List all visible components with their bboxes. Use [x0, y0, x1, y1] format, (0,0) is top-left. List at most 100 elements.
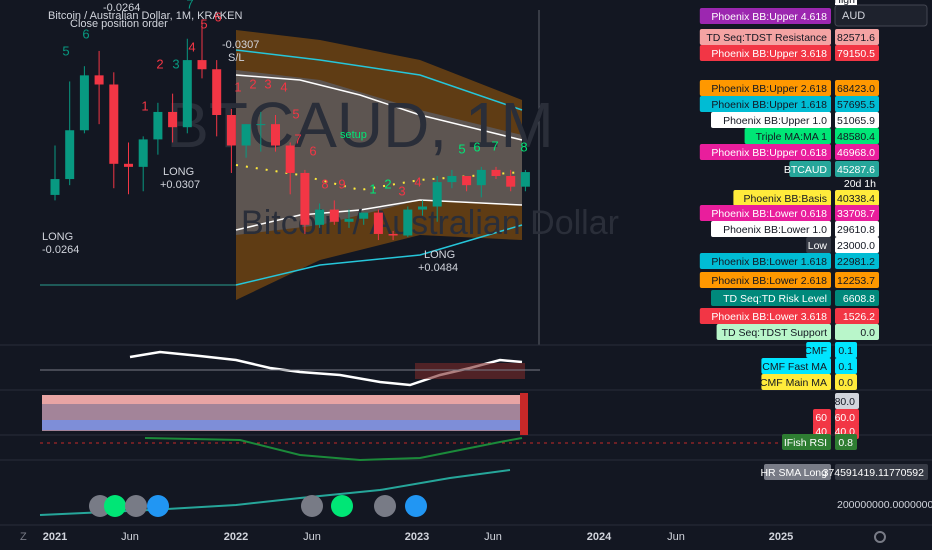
- indicator-value-bg: [835, 342, 857, 358]
- price-value-bg: [835, 272, 879, 288]
- price-label-bg: [716, 324, 831, 340]
- x-tick-label: 2024: [587, 531, 612, 543]
- candle-body: [418, 206, 427, 210]
- candle-body: [476, 169, 486, 186]
- price-label-bg: [699, 80, 831, 96]
- band-line: [235, 199, 523, 231]
- td-count: 9: [338, 176, 345, 191]
- price-value-bg: [835, 205, 879, 221]
- td-count: 2: [249, 76, 256, 91]
- candle-body: [109, 84, 119, 164]
- x-tick-label: Jun: [484, 531, 502, 543]
- candle-body: [197, 60, 207, 70]
- td-count: 6: [82, 26, 89, 41]
- price-value: 79150.5: [837, 48, 875, 60]
- indicator-label: CMF: [804, 345, 827, 357]
- band-line: [235, 224, 523, 286]
- x-tick-label: Jun: [121, 531, 139, 543]
- dot: [104, 495, 126, 517]
- price-value: 29610.8: [837, 224, 875, 236]
- candle-body: [256, 124, 266, 126]
- candle-body: [124, 163, 133, 167]
- dot: [405, 495, 427, 517]
- x-tick-label: Jun: [303, 531, 321, 543]
- price-label-bg: [699, 205, 831, 221]
- price-value: 45287.6: [837, 164, 875, 176]
- td-count: 5: [292, 106, 299, 121]
- indicator-label: CMF Main MA: [760, 377, 827, 389]
- td-count: 7: [186, 0, 193, 11]
- td-count: 6: [214, 9, 221, 24]
- ifish-label-bg: [782, 434, 831, 450]
- candle-body: [520, 172, 530, 187]
- price-label-bg: [699, 45, 831, 61]
- price-value-bg: [835, 45, 879, 61]
- price-label: Low: [808, 240, 828, 252]
- price-label-bg: [699, 308, 831, 324]
- td-count: 2: [156, 56, 163, 71]
- candle-body: [300, 172, 310, 225]
- price-label-bg: [711, 112, 831, 128]
- ifish-value: 0.8: [838, 437, 853, 449]
- settings[interactable]: [874, 531, 886, 543]
- annotation: setup: [340, 129, 367, 141]
- price-value: 33708.7: [837, 208, 875, 220]
- price-value: 48580.4: [837, 131, 875, 143]
- price-label: Phoenix BB:Lower 3.618: [711, 311, 827, 323]
- currency-button[interactable]: [834, 4, 928, 27]
- price-label: BTCAUD: [784, 164, 828, 176]
- td-count: 1: [369, 181, 376, 196]
- price-value-bg: [835, 290, 879, 306]
- price-label: TD Seq:TD Risk Level: [723, 293, 827, 305]
- price-value: 23000.0: [837, 240, 875, 252]
- td-count: 8: [520, 139, 527, 154]
- td-count: 8: [321, 176, 328, 191]
- heat-bar: [42, 395, 522, 404]
- price-label: Phoenix BB:Upper 1.0: [723, 115, 827, 127]
- price-label-bg: [789, 161, 831, 177]
- currency[interactable]: AUD: [842, 10, 865, 22]
- candle-body: [344, 218, 354, 222]
- hr-value-bg: [835, 464, 928, 480]
- annotation: +0.0484: [418, 262, 458, 274]
- candles: [50, 20, 530, 241]
- high-bg: [835, 0, 857, 5]
- rsi-label-bg: [813, 409, 831, 425]
- candle-body: [388, 233, 398, 236]
- price-labels: High Phoenix BB:Upper 4.618 TD Seq:TDST Re…: [699, 0, 932, 511]
- x-tick-label: Jun: [667, 531, 685, 543]
- heat-edge: [520, 393, 528, 435]
- dot: [147, 495, 169, 517]
- x-tick-label: 2025: [769, 531, 793, 543]
- td-count: 3: [398, 183, 405, 198]
- td-count: 6: [309, 143, 316, 158]
- candle-body: [65, 130, 75, 180]
- price-value: 1526.2: [843, 311, 875, 323]
- price-value-bg: [835, 80, 879, 96]
- ifish-value-bg: [835, 434, 857, 450]
- x-tick-label: 2021: [43, 531, 67, 543]
- candle-body: [447, 176, 457, 183]
- annotation: -0.0264: [103, 2, 140, 14]
- price-value: 82571.6: [837, 32, 875, 44]
- candle-body: [491, 169, 501, 177]
- price-value-bg: [835, 324, 879, 340]
- x-tick-label: 2023: [405, 531, 429, 543]
- price-label: Phoenix BB:Upper 1.618: [711, 99, 827, 111]
- price-label-bg: [699, 144, 831, 160]
- indicator-value: 0.0: [838, 377, 853, 389]
- annotation: +0.0307: [160, 179, 200, 191]
- rsi-level: 80.0: [835, 396, 856, 408]
- indicator-label-bg: [761, 374, 831, 390]
- candle-body: [138, 139, 148, 167]
- x-axis: 2021 Jun 2022 Jun 2023 Jun 2024 Jun 2025: [43, 531, 793, 543]
- td-count: 3: [172, 56, 179, 71]
- price-value: 22981.2: [837, 256, 875, 268]
- panels: [0, 344, 932, 526]
- price-value: 51065.9: [837, 115, 875, 127]
- dot: [301, 495, 323, 517]
- price-label-bg: [699, 8, 831, 24]
- candle-body: [241, 124, 251, 146]
